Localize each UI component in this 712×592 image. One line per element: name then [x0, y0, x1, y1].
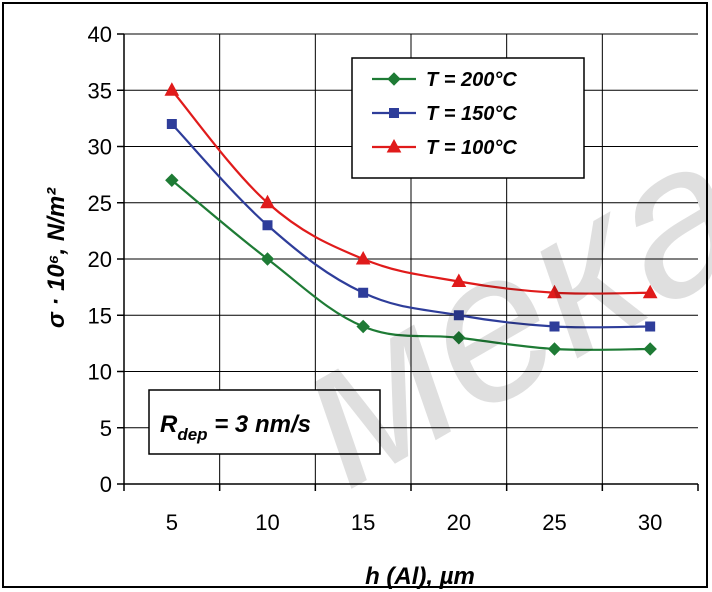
x-tick-label: 10 — [255, 510, 279, 535]
legend-label: T = 100°C — [426, 137, 517, 159]
axes — [117, 33, 699, 491]
data-point-diamond — [643, 342, 657, 356]
data-point-diamond — [452, 331, 466, 345]
y-tick-label: 30 — [88, 135, 112, 160]
data-point-diamond — [547, 342, 562, 356]
x-tick-label: 5 — [166, 510, 178, 535]
legend-marker-triangle — [386, 138, 402, 153]
annotation-subscript: dep — [177, 425, 207, 444]
data-point-square — [262, 220, 273, 231]
y-tick-label: 35 — [88, 78, 112, 103]
annotation-prefix: R — [160, 411, 178, 438]
legend-item: T = 200°C — [372, 69, 517, 91]
legend-label: T = 150°C — [426, 103, 517, 125]
legend-item: T = 100°C — [372, 137, 517, 159]
y-tick-label: 40 — [88, 22, 112, 47]
series-3 — [164, 82, 658, 299]
y-tick-label: 10 — [88, 360, 112, 385]
x-tick-label: 15 — [351, 510, 375, 535]
tick-labels: 0 5 10 15 20 25 30 35 40 5 10 15 20 25 30 — [88, 22, 663, 535]
y-tick-label: 0 — [100, 472, 112, 497]
data-point-diamond — [165, 173, 179, 187]
y-tick-label: 20 — [88, 247, 112, 272]
y-axis-title: σ · 10⁶, N/m² — [43, 187, 70, 328]
series-line — [171, 123, 651, 329]
data-point-triangle — [355, 250, 371, 265]
data-point-triangle — [451, 273, 467, 287]
data-point-diamond — [260, 252, 275, 266]
legend: T = 200°C T = 150°C T = 100°C — [351, 57, 585, 179]
legend-items: T = 200°C T = 150°C T = 100°C — [372, 69, 517, 159]
legend-item: T = 150°C — [372, 103, 517, 125]
x-tick-label: 20 — [447, 510, 471, 535]
x-axis-title: h (Al), µm — [365, 563, 475, 590]
annotation-text: Rdep = 3 nm/s — [160, 411, 311, 444]
y-tick-label: 5 — [100, 416, 112, 441]
x-tick-label: 25 — [542, 510, 566, 535]
legend-label: T = 200°C — [426, 69, 517, 91]
data-point-square — [453, 310, 464, 321]
rate-annotation: Rdep = 3 nm/s — [148, 389, 381, 455]
annotation-box — [148, 389, 381, 455]
data-point-triangle — [260, 194, 275, 209]
data-point-square — [358, 287, 369, 298]
y-tick-label: 15 — [88, 303, 112, 328]
y-tick-label: 25 — [88, 191, 112, 216]
data-point-triangle — [547, 284, 562, 299]
data-point-square — [549, 321, 560, 332]
gridlines — [124, 33, 698, 484]
data-point-square — [645, 321, 656, 332]
x-tick-label: 30 — [638, 510, 662, 535]
series-1 — [165, 173, 657, 356]
data-point-triangle — [164, 82, 180, 96]
legend-marker-diamond — [387, 72, 401, 86]
annotation-rest: = 3 nm/s — [208, 411, 311, 438]
series-2 — [166, 119, 656, 332]
data-point-triangle — [642, 284, 658, 299]
data-point-diamond — [356, 319, 370, 334]
legend-marker-square — [389, 108, 399, 118]
series-layer — [164, 82, 658, 356]
data-point-square — [166, 119, 177, 129]
